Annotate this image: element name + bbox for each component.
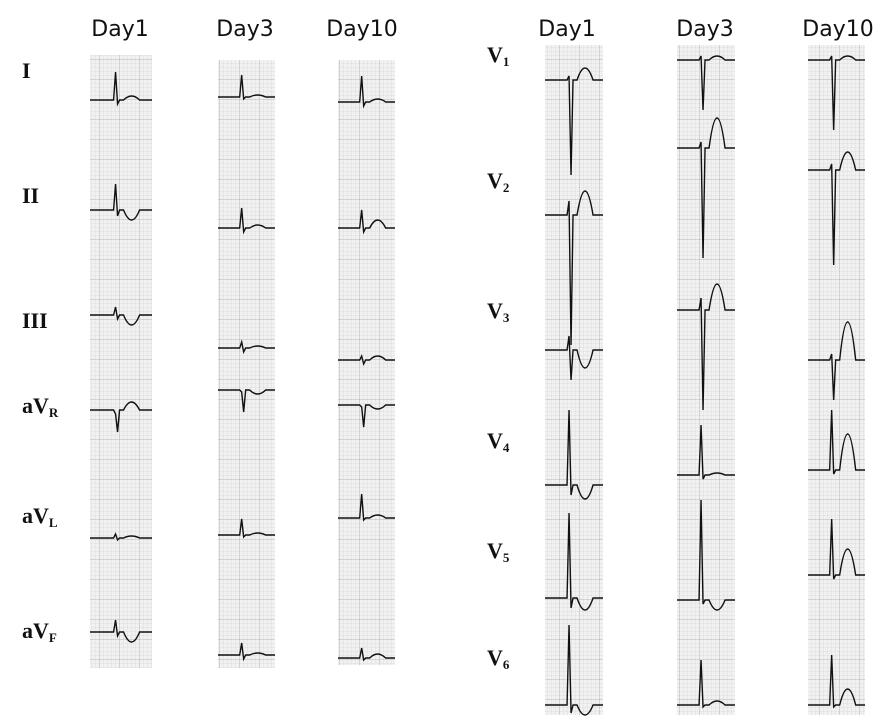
- lead-name: V: [487, 168, 503, 193]
- column-header: Day3: [676, 17, 733, 42]
- column-header: Day3: [216, 17, 273, 42]
- lead-subscript: 4: [503, 440, 510, 455]
- lead-subscript: 5: [503, 550, 510, 565]
- ecg-figure: Day1Day3Day10IIIIIIaVRaVLaVFDay1Day3Day1…: [0, 0, 891, 718]
- lead-name: V: [487, 645, 503, 670]
- column-header: Day1: [538, 17, 595, 42]
- lead-label: V2: [487, 168, 509, 195]
- lead-label: I: [22, 58, 31, 83]
- lead-label: V1: [487, 42, 509, 69]
- lead-name: aV: [22, 618, 49, 643]
- lead-name: V: [487, 538, 503, 563]
- lead-subscript: 6: [503, 657, 510, 672]
- lead-subscript: L: [49, 515, 58, 530]
- lead-label: aVF: [22, 618, 57, 645]
- lead-subscript: R: [49, 405, 59, 420]
- lead-label: V5: [487, 538, 510, 565]
- lead-name: aV: [22, 393, 49, 418]
- ecg-grid: [545, 45, 603, 715]
- lead-name: V: [487, 298, 503, 323]
- lead-name: I: [22, 58, 31, 83]
- lead-label: V4: [487, 428, 510, 455]
- ecg-grid: [808, 45, 865, 715]
- lead-subscript: 2: [503, 180, 510, 195]
- lead-name: III: [22, 308, 48, 333]
- lead-label: V3: [487, 298, 510, 325]
- lead-label: aVR: [22, 393, 59, 420]
- column-header: Day10: [326, 17, 397, 42]
- lead-label: aVL: [22, 503, 58, 530]
- column-header: Day1: [91, 17, 148, 42]
- column-header: Day10: [802, 17, 873, 42]
- ecg-grid: [338, 60, 395, 665]
- lead-label: V6: [487, 645, 510, 672]
- lead-label: II: [22, 183, 39, 208]
- ecg-grid: [677, 45, 735, 715]
- lead-name: V: [487, 42, 503, 67]
- lead-subscript: 3: [503, 310, 510, 325]
- lead-subscript: F: [49, 630, 57, 645]
- ecg-grid: [90, 55, 152, 668]
- ecg-grid: [218, 60, 275, 668]
- lead-name: II: [22, 183, 39, 208]
- lead-name: V: [487, 428, 503, 453]
- lead-subscript: 1: [503, 54, 510, 69]
- lead-label: III: [22, 308, 48, 333]
- lead-name: aV: [22, 503, 49, 528]
